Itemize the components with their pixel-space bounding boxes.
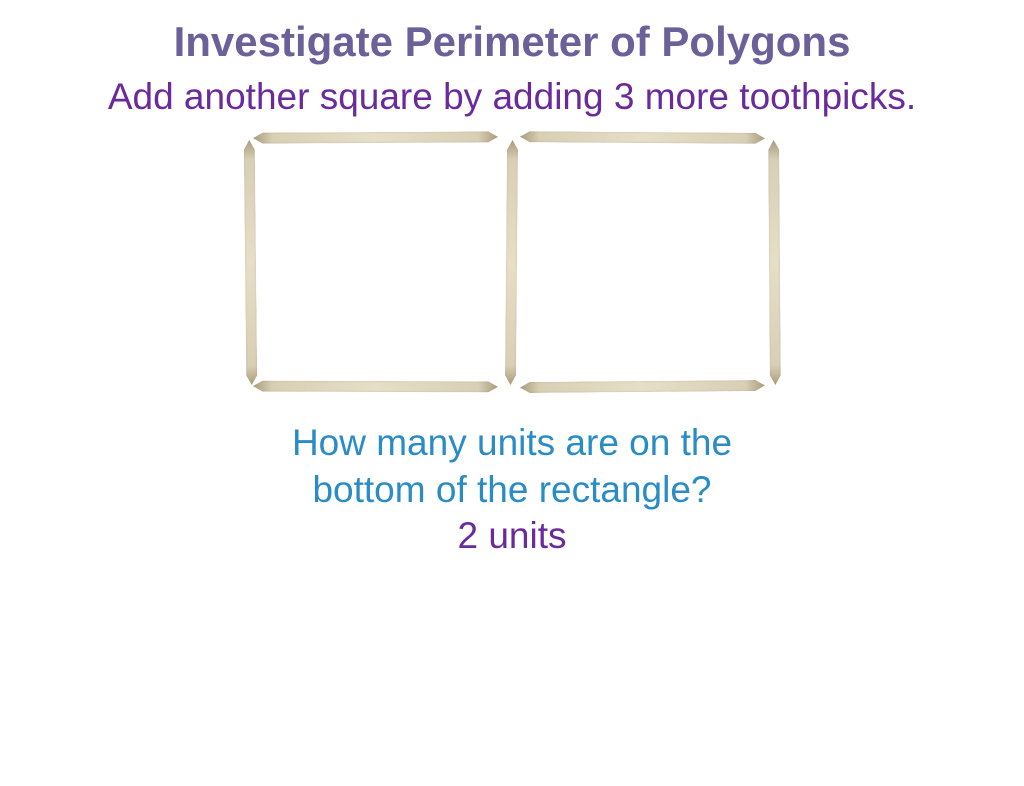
question-line-1: How many units are on the: [292, 422, 732, 463]
title-text: Investigate Perimeter of Polygons: [174, 18, 851, 65]
toothpick: [504, 140, 517, 385]
answer-text: 2 units: [0, 513, 1024, 559]
instruction-line: Add another square by adding 3 more toot…: [108, 76, 916, 117]
slide-title: Investigate Perimeter of Polygons: [0, 18, 1024, 66]
toothpick: [519, 131, 764, 144]
instruction-text: Add another square by adding 3 more toot…: [0, 74, 1024, 120]
question-text: How many units are on the bottom of the …: [0, 420, 1024, 513]
toothpick-diagram: [225, 130, 800, 396]
toothpick: [243, 140, 257, 385]
answer-line: 2 units: [457, 515, 566, 556]
question-line-2: bottom of the rectangle?: [312, 469, 711, 510]
toothpick: [252, 132, 497, 144]
toothpick: [768, 140, 781, 385]
toothpick: [519, 380, 764, 393]
toothpick: [252, 381, 497, 393]
